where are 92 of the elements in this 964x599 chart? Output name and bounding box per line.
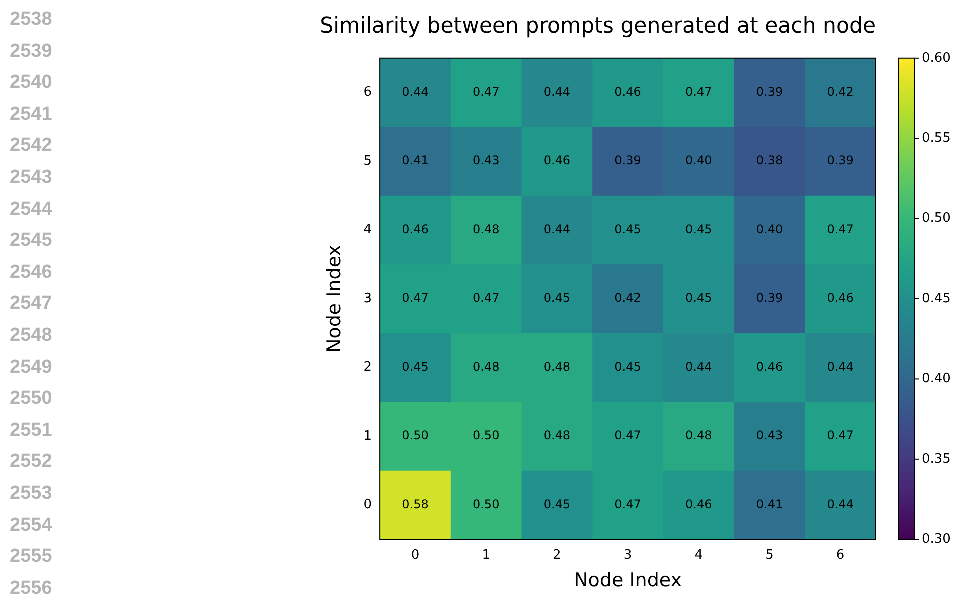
y-tick-label: 1 — [364, 428, 372, 444]
color-bar-label: 0.30 — [922, 532, 951, 547]
text: 2549 — [10, 356, 52, 380]
data-label: 0.47 — [827, 428, 854, 443]
data-label: 0.38 — [756, 154, 784, 168]
text: 2538 — [10, 8, 52, 32]
data-label: 0.58 — [402, 497, 429, 512]
text: 2556 — [10, 576, 52, 599]
data-label: 0.41 — [756, 497, 784, 512]
data-label: 0.45 — [614, 360, 642, 374]
chart-title: Similarity between prompts generated at each node — [320, 14, 876, 40]
x-tick-label: 5 — [766, 548, 774, 563]
data-label: 0.47 — [402, 291, 429, 306]
data-label: 0.50 — [472, 497, 500, 512]
data-label: 0.50 — [472, 428, 500, 443]
x-tick-label: 1 — [482, 548, 490, 563]
text: 2551 — [10, 418, 52, 443]
text: 2550 — [10, 387, 52, 412]
x-axis-title: Node Index — [574, 570, 682, 592]
text: 2548 — [10, 324, 52, 348]
data-label: 0.48 — [472, 222, 500, 236]
text: 2544 — [10, 198, 52, 222]
data-label: 0.44 — [827, 497, 854, 512]
data-label: 0.50 — [402, 428, 429, 443]
data-label: 0.48 — [544, 428, 571, 443]
color-bar-label: 0.60 — [922, 50, 951, 66]
data-label: 0.47 — [614, 497, 642, 512]
data-label: 0.45 — [614, 222, 642, 236]
data-label: 0.46 — [402, 222, 429, 236]
data-label: 0.46 — [614, 84, 642, 99]
text: 2540 — [10, 71, 52, 96]
data-label: 0.45 — [686, 222, 712, 236]
color-bar-label: 0.50 — [922, 211, 951, 226]
data-label: 0.44 — [402, 84, 429, 99]
data-label: 0.46 — [544, 154, 571, 168]
data-label: 0.46 — [827, 291, 854, 306]
text: 2543 — [10, 166, 52, 190]
data-label: 0.44 — [544, 222, 571, 236]
data-label: 0.39 — [756, 291, 784, 306]
x-tick-label: 6 — [836, 548, 845, 563]
y-tick-label: 6 — [364, 85, 372, 100]
color-bar-label: 0.45 — [922, 291, 951, 306]
text: 2539 — [10, 40, 52, 64]
text: 2553 — [10, 482, 52, 506]
data-label: 0.45 — [544, 291, 571, 306]
data-label: 0.45 — [402, 360, 429, 374]
x-tick-label: 3 — [624, 548, 632, 563]
data-label: 0.43 — [472, 154, 500, 168]
data-label: 0.41 — [402, 154, 429, 168]
x-tick-label: 4 — [694, 548, 704, 563]
color-bar-label: 0.35 — [922, 452, 951, 467]
color-bar-label: 0.40 — [922, 372, 951, 387]
text: 2545 — [10, 229, 52, 254]
data-label: 0.42 — [614, 291, 642, 306]
x-tick-label: 0 — [411, 548, 420, 563]
y-tick-label: 2 — [364, 360, 372, 376]
y-tick-label: 3 — [364, 291, 372, 306]
text: 2547 — [10, 292, 52, 316]
data-label: 0.48 — [472, 360, 500, 374]
data-label: 0.39 — [614, 154, 642, 168]
data-label: 0.45 — [544, 497, 571, 512]
data-label: 0.47 — [472, 84, 500, 99]
text: 2541 — [10, 102, 52, 127]
y-tick-label: 5 — [364, 154, 372, 169]
data-label: 0.44 — [544, 84, 571, 99]
data-label: 0.48 — [544, 360, 571, 374]
color-bar-label: 0.55 — [922, 130, 951, 146]
y-tick-label: 4 — [364, 222, 372, 238]
data-label: 0.46 — [756, 360, 784, 374]
data-label: 0.39 — [827, 154, 854, 168]
y-axis-title: Node Index — [323, 245, 346, 353]
data-label: 0.47 — [472, 291, 500, 306]
data-label: 0.44 — [686, 360, 712, 374]
data-label: 0.48 — [686, 428, 712, 443]
data-label: 0.43 — [756, 428, 784, 443]
data-label: 0.45 — [686, 291, 712, 306]
x-tick-label: 2 — [553, 548, 562, 563]
text: 2542 — [10, 134, 52, 158]
text: 2546 — [10, 260, 52, 285]
text: 2554 — [10, 514, 52, 538]
text: 2552 — [10, 450, 52, 474]
data-label: 0.46 — [686, 497, 712, 512]
data-label: 0.40 — [756, 222, 784, 236]
data-label: 0.42 — [827, 84, 854, 99]
data-label: 0.47 — [686, 84, 712, 99]
data-label: 0.47 — [614, 428, 642, 443]
data-label: 0.39 — [756, 84, 784, 99]
y-tick-label: 0 — [364, 498, 372, 513]
data-label: 0.47 — [827, 222, 854, 236]
text: 2555 — [10, 545, 52, 570]
data-label: 0.40 — [686, 154, 712, 168]
data-label: 0.44 — [827, 360, 854, 374]
